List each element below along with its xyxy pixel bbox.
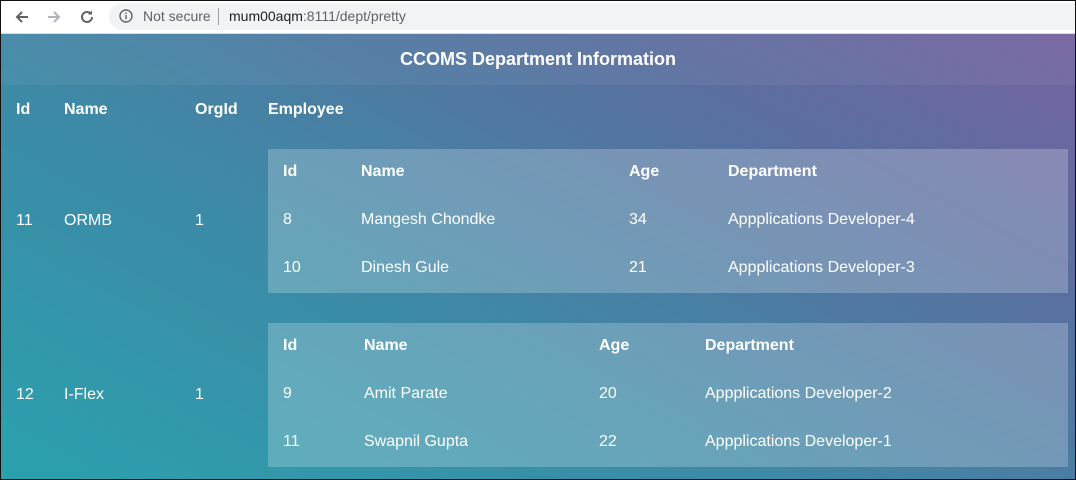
emp-id: 10 [283,259,301,276]
address-bar[interactable]: Not secure mum00aqm:8111/dept/pretty [109,3,1075,30]
dept-name: I-Flex [64,386,104,403]
emp-age: 20 [599,385,617,402]
forward-button[interactable] [43,6,65,28]
dept-org-id: 1 [195,386,204,403]
dept-name: ORMB [64,212,112,229]
dept-org-id: 1 [195,212,204,229]
page-content: CCOMS Department Information Id Name Org… [1,34,1075,479]
emp-name: Dinesh Gule [361,259,450,276]
back-button[interactable] [11,6,33,28]
emp-id: 8 [283,211,292,228]
url-text[interactable]: mum00aqm:8111/dept/pretty [229,9,406,24]
emp-name: Swapnil Gupta [364,433,469,450]
emp-header-id: Id [283,163,298,180]
address-bar-divider [218,8,219,25]
reload-icon [81,10,93,23]
emp-department: Appplications Developer-1 [705,433,892,450]
emp-age: 34 [629,211,647,228]
emp-header-age: Age [629,163,660,180]
emp-age: 21 [629,259,647,276]
employee-table: Id Name Age Department 9 Amit Parate 20 … [268,323,1068,467]
header-name: Name [64,101,108,118]
emp-header-department: Department [728,163,817,180]
emp-header-age: Age [599,337,630,354]
employee-table: Id Name Age Department 8 Mangesh Chondke… [268,149,1068,293]
url-path: :8111/dept/pretty [302,8,406,24]
emp-id: 11 [283,433,300,450]
reload-button[interactable] [76,6,98,28]
info-circle-icon[interactable] [119,9,133,23]
header-id: Id [16,101,31,118]
emp-age: 22 [599,433,617,450]
page-title: CCOMS Department Information [1,34,1075,85]
emp-header-name: Name [361,163,405,180]
browser-toolbar: Not secure mum00aqm:8111/dept/pretty [1,1,1075,34]
dept-id: 12 [16,386,34,403]
emp-department: Appplications Developer-3 [728,259,915,276]
emp-name: Mangesh Chondke [361,211,496,228]
emp-department: Appplications Developer-2 [705,385,892,402]
emp-header-department: Department [705,337,794,354]
emp-department: Appplications Developer-4 [728,211,915,228]
url-host: mum00aqm [229,8,303,24]
header-org-id: OrgId [195,101,238,118]
emp-id: 9 [283,385,292,402]
arrow-right-icon [48,11,61,23]
header-employee: Employee [268,101,344,118]
arrow-left-icon [15,11,28,23]
emp-header-id: Id [283,337,298,354]
dept-id: 11 [16,212,33,229]
emp-name: Amit Parate [364,385,448,402]
emp-header-name: Name [364,337,408,354]
security-status[interactable]: Not secure [143,8,211,24]
